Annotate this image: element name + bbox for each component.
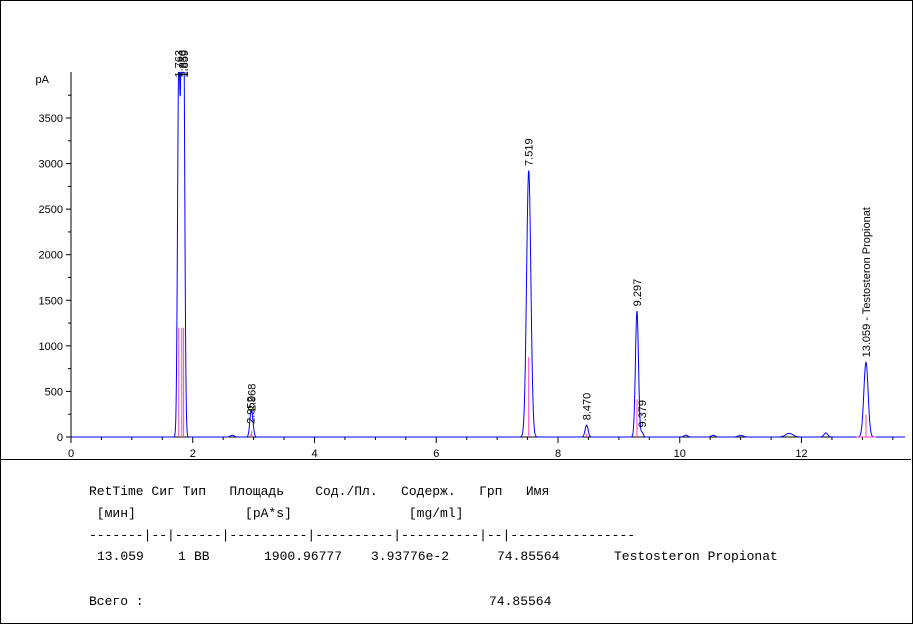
chart-axes: pA 0 500 1000 1500 2000 2500 3000 3500 0 2 4 6 8 10 12 <box>36 72 905 460</box>
peak-label: 8.470 <box>582 393 594 421</box>
x-tick-label: 2 <box>190 448 196 460</box>
y-tick-label: 3000 <box>39 159 63 171</box>
peak-label: 9.379 <box>637 400 649 428</box>
chart-traces <box>71 71 905 438</box>
peak-label: 1.859 <box>179 50 191 78</box>
y-tick-label: 500 <box>45 386 63 398</box>
x-tick-label: 10 <box>674 448 686 460</box>
x-tick-label: 12 <box>795 448 807 460</box>
peak-label: 1.830 <box>177 50 189 78</box>
peak-label: 13.059 - Testosteron Propionat <box>861 207 873 357</box>
y-tick-label: 2000 <box>39 250 63 262</box>
chart-report-divider <box>1 459 911 460</box>
peak-label: 2.952 <box>246 396 258 424</box>
peak-label: 7.519 <box>524 138 536 166</box>
peak-label: 9.297 <box>632 279 644 307</box>
x-tick-label: 6 <box>433 448 439 460</box>
y-tick-label: 2500 <box>39 204 63 216</box>
y-tick-label: 0 <box>57 432 63 444</box>
y-tick-label: 1000 <box>39 341 63 353</box>
peak-label: 1.763 <box>173 50 185 78</box>
y-tick-label: 1500 <box>39 295 63 307</box>
peak-label: 2.968 <box>247 384 259 412</box>
x-tick-label: 4 <box>311 448 317 460</box>
y-tick-label: 3500 <box>39 113 63 125</box>
chromatogram-trace <box>71 71 905 438</box>
x-tick-label: 0 <box>68 448 74 460</box>
x-tick-label: 8 <box>555 448 561 460</box>
y-axis-label: pA <box>36 74 50 86</box>
